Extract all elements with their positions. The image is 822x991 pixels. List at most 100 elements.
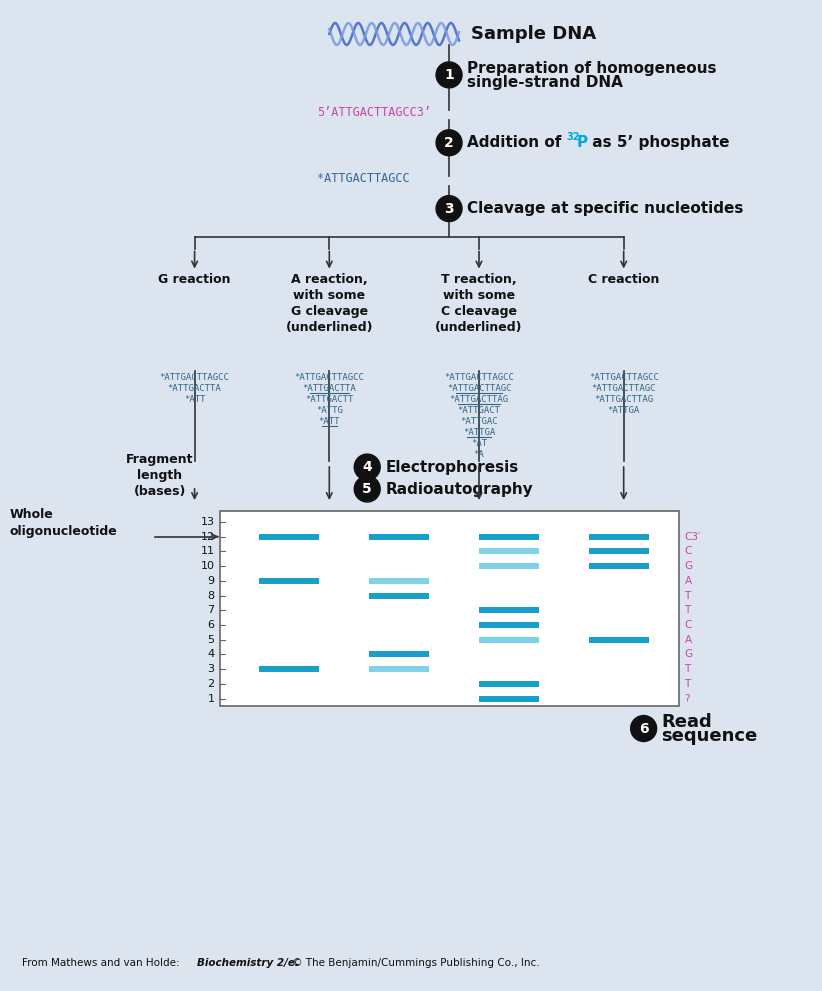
Text: G: G	[685, 649, 693, 659]
Text: 4: 4	[207, 649, 215, 659]
FancyBboxPatch shape	[219, 511, 678, 706]
Text: Read: Read	[662, 713, 713, 730]
Text: G: G	[685, 561, 693, 571]
Text: C3′: C3′	[685, 531, 701, 542]
Text: *ATTGACTTAGCC: *ATTGACTTAGCC	[317, 172, 410, 185]
FancyBboxPatch shape	[589, 636, 649, 643]
Text: T: T	[685, 606, 690, 615]
Text: *ATTGACT: *ATTGACT	[458, 406, 501, 415]
Text: as 5’ phosphate: as 5’ phosphate	[587, 135, 729, 151]
FancyBboxPatch shape	[260, 578, 319, 584]
Text: single-strand DNA: single-strand DNA	[467, 75, 623, 90]
Text: T: T	[685, 679, 690, 689]
FancyBboxPatch shape	[369, 651, 429, 657]
Text: P: P	[577, 135, 588, 151]
Text: 3: 3	[444, 201, 454, 216]
Text: *ATTGACTTAGCC: *ATTGACTTAGCC	[444, 374, 514, 383]
Text: Cleavage at specific nucleotides: Cleavage at specific nucleotides	[467, 201, 743, 216]
Text: T: T	[685, 591, 690, 601]
FancyBboxPatch shape	[479, 681, 539, 687]
Text: C: C	[685, 546, 692, 556]
Text: 6: 6	[639, 721, 649, 735]
Text: ?: ?	[685, 694, 690, 704]
Text: *ATT: *ATT	[184, 395, 206, 404]
Text: 9: 9	[207, 576, 215, 586]
Text: 5’ATTGACTTAGCC3’: 5’ATTGACTTAGCC3’	[317, 106, 432, 119]
FancyBboxPatch shape	[479, 548, 539, 554]
Text: T: T	[685, 664, 690, 674]
Text: 5: 5	[207, 634, 215, 645]
FancyBboxPatch shape	[589, 563, 649, 569]
Text: 2: 2	[207, 679, 215, 689]
FancyBboxPatch shape	[479, 607, 539, 613]
FancyBboxPatch shape	[589, 548, 649, 554]
Text: *ATTG: *ATTG	[316, 406, 343, 415]
Text: *ATTGACTTAGCC: *ATTGACTTAGCC	[589, 374, 658, 383]
Text: Whole
oligonucleotide: Whole oligonucleotide	[10, 508, 118, 538]
Text: Addition of: Addition of	[467, 135, 566, 151]
Text: Electrophoresis: Electrophoresis	[386, 460, 519, 475]
Text: Radioautography: Radioautography	[386, 482, 533, 496]
Circle shape	[436, 195, 462, 222]
Text: *AT: *AT	[471, 439, 487, 448]
FancyBboxPatch shape	[479, 563, 539, 569]
Text: *ATTGACTTAG: *ATTGACTTAG	[594, 395, 653, 404]
FancyBboxPatch shape	[260, 534, 319, 540]
Text: 4: 4	[363, 460, 372, 474]
Text: C: C	[685, 620, 692, 630]
FancyBboxPatch shape	[479, 622, 539, 628]
Text: G reaction: G reaction	[159, 274, 231, 286]
Text: *ATTGACTTA: *ATTGACTTA	[168, 385, 221, 393]
Text: 10: 10	[201, 561, 215, 571]
FancyBboxPatch shape	[479, 696, 539, 702]
Text: A: A	[685, 634, 691, 645]
Text: A reaction,
with some
G cleavage
(underlined): A reaction, with some G cleavage (underl…	[285, 274, 373, 335]
Text: From Mathews and van Holde:: From Mathews and van Holde:	[22, 958, 182, 968]
Text: *ATT: *ATT	[319, 417, 340, 426]
Text: 3: 3	[207, 664, 215, 674]
Text: *ATTGACTTAGCC: *ATTGACTTAGCC	[159, 374, 229, 383]
Circle shape	[436, 61, 462, 88]
FancyBboxPatch shape	[369, 593, 429, 599]
Text: 11: 11	[201, 546, 215, 556]
Text: 1: 1	[207, 694, 215, 704]
Text: Preparation of homogeneous: Preparation of homogeneous	[467, 61, 717, 76]
Text: *ATTGA: *ATTGA	[607, 406, 640, 415]
Text: 2: 2	[444, 136, 454, 150]
Text: 7: 7	[207, 606, 215, 615]
FancyBboxPatch shape	[589, 534, 649, 540]
Text: *ATTGACTTA: *ATTGACTTA	[302, 385, 356, 393]
FancyBboxPatch shape	[479, 636, 539, 643]
Circle shape	[436, 130, 462, 156]
Circle shape	[354, 476, 381, 502]
Text: 12: 12	[201, 531, 215, 542]
FancyBboxPatch shape	[479, 534, 539, 540]
Text: *A: *A	[473, 450, 484, 459]
Text: 13: 13	[201, 517, 215, 527]
Text: Sample DNA: Sample DNA	[471, 25, 596, 43]
Text: 8: 8	[207, 591, 215, 601]
Text: T reaction,
with some
C cleavage
(underlined): T reaction, with some C cleavage (underl…	[435, 274, 523, 335]
Circle shape	[630, 716, 657, 741]
Text: © The Benjamin/Cummings Publishing Co., Inc.: © The Benjamin/Cummings Publishing Co., …	[289, 958, 540, 968]
Text: C reaction: C reaction	[588, 274, 659, 286]
Text: Fragment
length
(bases): Fragment length (bases)	[126, 453, 193, 498]
Text: *ATTGACTTAG: *ATTGACTTAG	[450, 395, 509, 404]
Text: *ATTGACTT: *ATTGACTT	[305, 395, 353, 404]
Text: sequence: sequence	[662, 727, 758, 745]
Text: *ATTGA: *ATTGA	[463, 428, 495, 437]
Text: *ATTGACTTAGCC: *ATTGACTTAGCC	[294, 374, 364, 383]
FancyBboxPatch shape	[260, 666, 319, 672]
Text: *ATTGAC: *ATTGAC	[460, 417, 498, 426]
Text: 5: 5	[363, 482, 372, 496]
FancyBboxPatch shape	[369, 534, 429, 540]
FancyBboxPatch shape	[369, 666, 429, 672]
FancyBboxPatch shape	[369, 578, 429, 584]
Text: Biochemistry 2/e.: Biochemistry 2/e.	[196, 958, 298, 968]
Text: 32: 32	[567, 132, 580, 142]
Circle shape	[354, 454, 381, 480]
Text: A: A	[685, 576, 691, 586]
Text: 6: 6	[207, 620, 215, 630]
Text: *ATTGACTTAGC: *ATTGACTTAGC	[446, 385, 511, 393]
Text: 1: 1	[444, 68, 454, 82]
